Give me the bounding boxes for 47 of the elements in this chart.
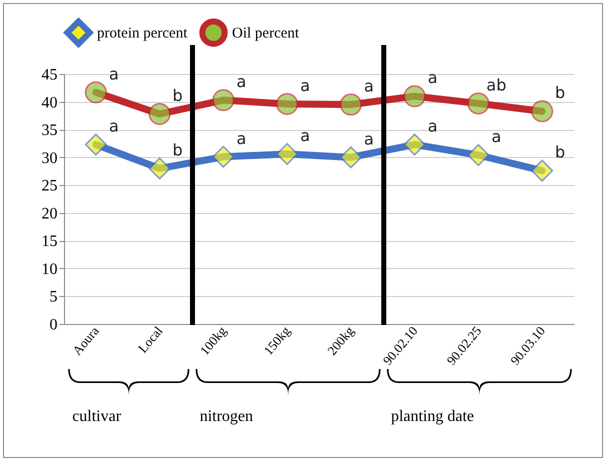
point xyxy=(84,134,107,156)
y-tick-label: 40 xyxy=(42,94,58,112)
point xyxy=(276,143,298,165)
legend-label: Oil percent xyxy=(232,26,300,42)
text: nitrogen xyxy=(200,408,254,425)
annotation: a xyxy=(364,76,374,96)
point xyxy=(340,146,362,168)
point xyxy=(212,146,234,168)
annotation: a xyxy=(364,129,374,148)
y-tick-label: 20 xyxy=(42,205,58,222)
y-tick-label: 35 xyxy=(42,122,58,140)
point xyxy=(148,103,171,125)
annotation: a xyxy=(108,116,119,136)
point xyxy=(531,160,554,182)
annotation: b xyxy=(555,142,566,162)
text: planting date xyxy=(390,408,474,425)
annotation: a xyxy=(300,126,310,145)
point xyxy=(467,92,490,114)
annotation: a xyxy=(428,116,438,136)
y-tick-label: 10 xyxy=(42,260,58,278)
y-tick-label: 0 xyxy=(50,316,58,334)
y-tick-label: 5 xyxy=(50,288,58,306)
point xyxy=(212,89,234,112)
legend-label: protein percent xyxy=(97,26,188,42)
annotation: a xyxy=(236,128,246,148)
annotation: b xyxy=(555,83,566,102)
y-tick-label: 30 xyxy=(42,150,58,167)
annotation: ab xyxy=(486,75,506,94)
point xyxy=(148,157,171,180)
annotation: a xyxy=(236,72,246,92)
point xyxy=(84,81,107,104)
point xyxy=(404,85,426,108)
annotation: a xyxy=(108,64,119,84)
y-tick-label: 15 xyxy=(42,233,58,250)
y-tick-label: 25 xyxy=(42,178,58,195)
annotation: a xyxy=(491,127,502,146)
annotation: a xyxy=(428,68,438,88)
point xyxy=(467,144,490,166)
annotation: b xyxy=(172,140,183,160)
point xyxy=(404,134,426,156)
point xyxy=(276,93,298,115)
annotation: a xyxy=(300,76,310,95)
text: cultivar xyxy=(72,408,122,425)
y-tick-label: 45 xyxy=(42,66,58,84)
point xyxy=(340,94,362,116)
annotation: b xyxy=(172,86,183,105)
point xyxy=(531,100,554,122)
